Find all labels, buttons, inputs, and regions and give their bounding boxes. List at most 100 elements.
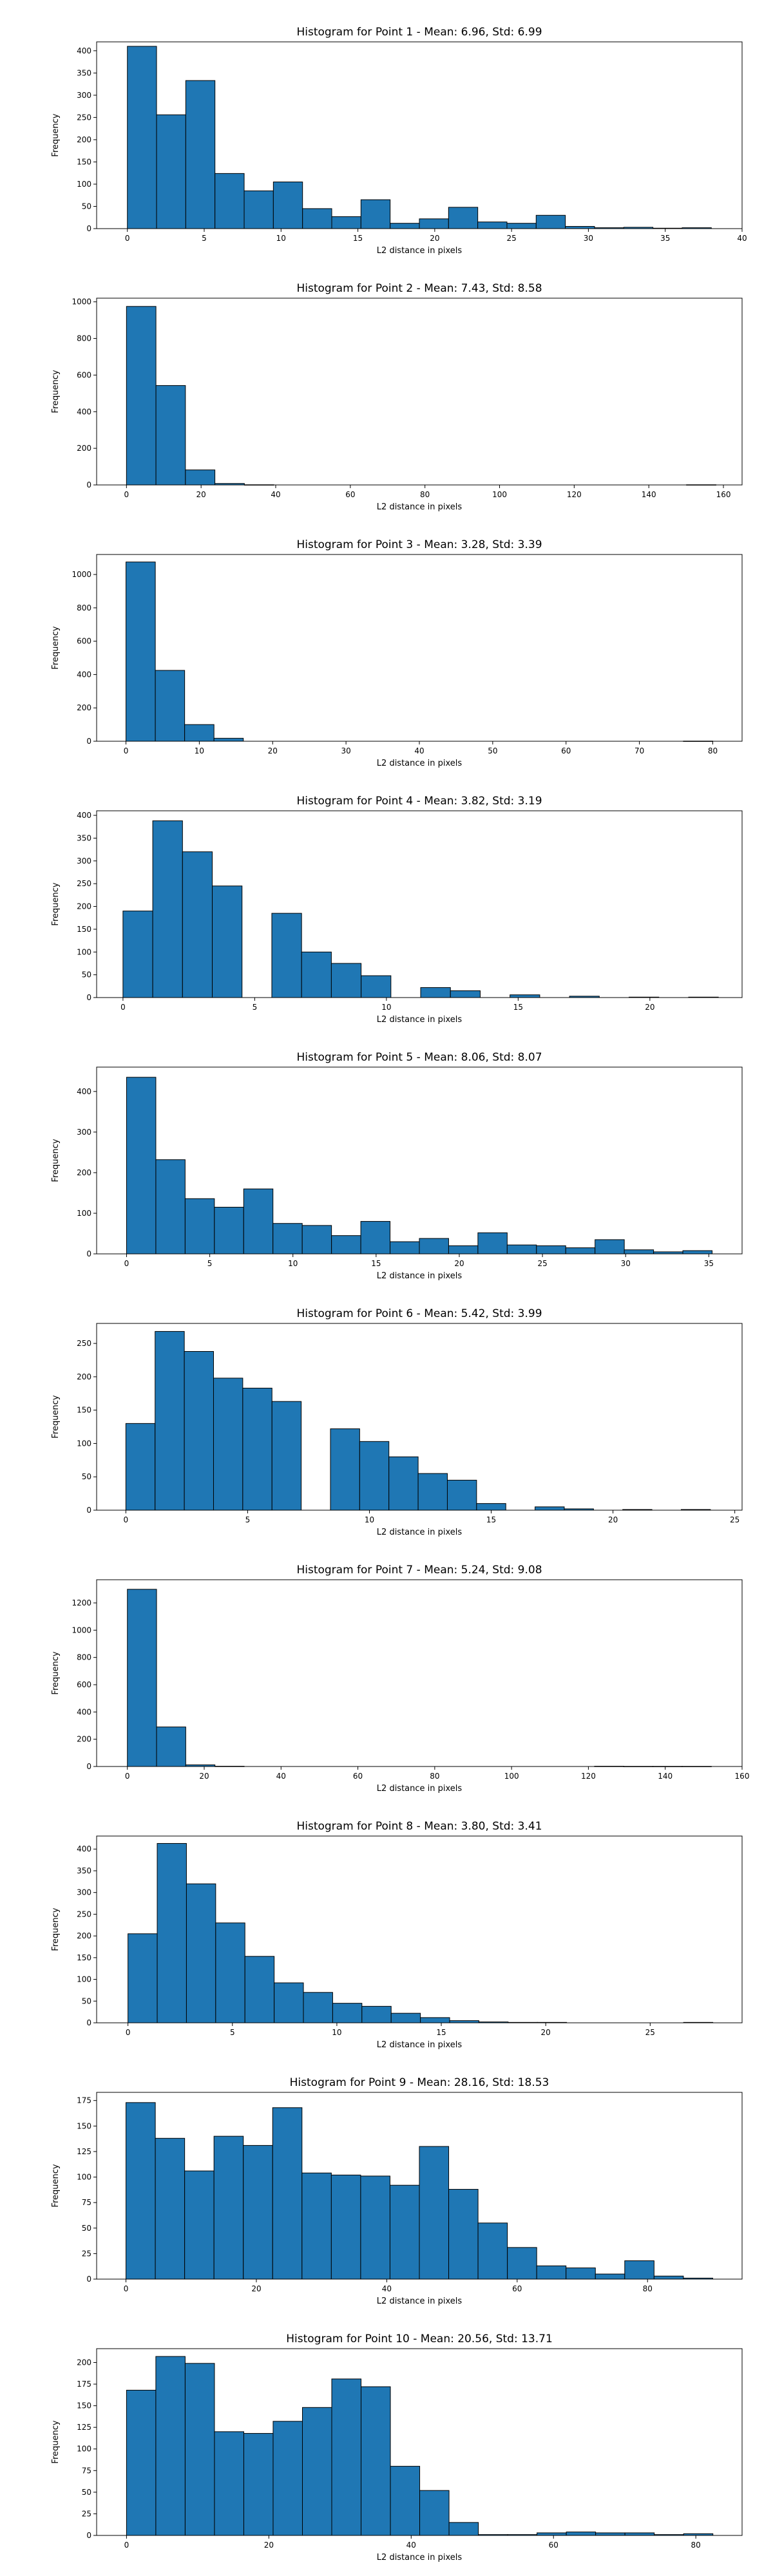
histogram-bar: [595, 1239, 625, 1255]
histogram-bar: [537, 2532, 567, 2536]
x-tick-label: 0: [125, 1772, 130, 1781]
x-tick-label: 160: [735, 1772, 750, 1781]
histogram-bar: [360, 199, 391, 229]
histogram-bar: [419, 2146, 450, 2280]
histogram-bar: [243, 2433, 274, 2536]
x-tick-label: 25: [730, 1515, 740, 1524]
y-tick-label: 400: [77, 670, 91, 679]
y-tick-label: 300: [77, 1128, 91, 1137]
y-tick-label: 200: [77, 1735, 91, 1744]
x-tick-label: 25: [537, 1259, 547, 1268]
plot-frame: [96, 810, 743, 998]
y-tick-label: 100: [77, 180, 91, 189]
histogram-bar: [506, 1244, 537, 1255]
y-tick-label: 200: [77, 1372, 91, 1381]
x-tick-label: 100: [504, 1772, 519, 1781]
y-tick-label: 150: [77, 2121, 91, 2130]
y-tick-label: 50: [82, 971, 91, 980]
x-tick-label: 0: [124, 1259, 129, 1268]
y-tick-label: 0: [86, 2275, 91, 2284]
histogram-bar: [390, 223, 420, 229]
histogram-bar: [331, 216, 361, 229]
histogram-bar: [126, 1077, 157, 1255]
y-tick-label: 50: [82, 2488, 91, 2497]
y-axis-label: Frequency: [51, 1139, 61, 1182]
x-tick-label: 20: [430, 234, 439, 243]
y-tick-label: 800: [77, 603, 91, 612]
y-axis-label: Frequency: [51, 113, 61, 156]
y-tick-label: 300: [77, 91, 91, 100]
histogram-bar: [419, 218, 449, 229]
x-axis-label: L2 distance in pixels: [377, 2297, 463, 2306]
y-tick-label: 200: [77, 703, 91, 712]
y-tick-label: 150: [77, 2401, 91, 2410]
histogram-bar: [477, 2222, 508, 2280]
histogram-bar: [624, 2260, 654, 2280]
y-tick-label: 50: [82, 2224, 91, 2233]
histogram-bar: [126, 306, 157, 486]
y-tick-label: 50: [82, 1472, 91, 1481]
y-tick-label: 200: [77, 444, 91, 453]
histogram-bar: [448, 2522, 479, 2536]
histogram-panel-3: Histogram for Point 3 - Mean: 3.28, Std:…: [51, 538, 743, 768]
x-tick-label: 35: [660, 234, 670, 243]
histogram-bar: [361, 2386, 391, 2536]
y-tick-label: 175: [77, 2380, 91, 2389]
histogram-bar: [214, 1207, 244, 1255]
histogram-bar: [213, 1378, 243, 1511]
histogram-panel-10: Histogram for Point 10 - Mean: 20.56, St…: [51, 2333, 743, 2562]
x-tick-label: 20: [251, 2284, 261, 2293]
x-tick-label: 100: [492, 490, 507, 499]
histogram-bar: [301, 2407, 332, 2536]
histogram-bar: [126, 2102, 156, 2280]
histogram-bar: [184, 1198, 215, 1255]
x-axis-label: L2 distance in pixels: [377, 246, 463, 256]
x-tick-label: 20: [264, 2541, 274, 2550]
histogram-bar: [536, 2265, 567, 2280]
y-tick-label: 150: [77, 157, 91, 166]
y-tick-label: 100: [77, 1209, 91, 1218]
histogram-bar: [301, 951, 332, 998]
plot-frame: [96, 2092, 743, 2280]
x-tick-label: 0: [124, 1515, 129, 1524]
histogram-bar: [360, 1221, 391, 1255]
histogram-bar: [360, 2175, 390, 2280]
plot-frame: [96, 1579, 743, 1767]
y-tick-label: 600: [77, 370, 91, 379]
plot-frame: [96, 1835, 743, 2023]
x-tick-label: 70: [635, 746, 644, 755]
y-tick-label: 0: [86, 1762, 91, 1771]
histogram-bar: [535, 214, 566, 229]
x-axis-label: L2 distance in pixels: [377, 1784, 463, 1794]
histogram-panel-5: Histogram for Point 5 - Mean: 8.06, Std:…: [51, 1051, 743, 1281]
x-tick-label: 10: [365, 1515, 374, 1524]
y-tick-label: 0: [86, 737, 91, 746]
x-tick-label: 60: [353, 1772, 363, 1781]
histogram-bar: [420, 987, 451, 998]
y-tick-label: 350: [77, 68, 91, 77]
x-tick-label: 0: [124, 2284, 129, 2293]
histogram-bar: [390, 2466, 421, 2536]
y-tick-label: 400: [77, 1707, 91, 1716]
x-tick-label: 60: [549, 2541, 558, 2550]
histogram-bar: [624, 2532, 655, 2536]
x-tick-label: 0: [124, 490, 129, 499]
x-tick-label: 20: [454, 1259, 464, 1268]
histogram-bar: [653, 2275, 684, 2280]
y-tick-label: 200: [77, 902, 91, 911]
y-tick-label: 0: [86, 1506, 91, 1515]
y-tick-label: 0: [86, 2018, 91, 2027]
histogram-bar: [476, 1503, 506, 1511]
y-tick-label: 300: [77, 857, 91, 866]
histogram-bar: [566, 2268, 596, 2280]
y-tick-label: 150: [77, 1406, 91, 1415]
histogram-bar: [155, 1331, 185, 1511]
y-axis-label: Frequency: [51, 370, 61, 413]
x-tick-label: 40: [382, 2284, 392, 2293]
x-tick-label: 5: [202, 234, 207, 243]
y-tick-label: 25: [82, 2509, 91, 2518]
histogram-bar: [155, 385, 186, 486]
y-tick-label: 400: [77, 1844, 91, 1853]
y-tick-label: 0: [86, 993, 91, 1002]
